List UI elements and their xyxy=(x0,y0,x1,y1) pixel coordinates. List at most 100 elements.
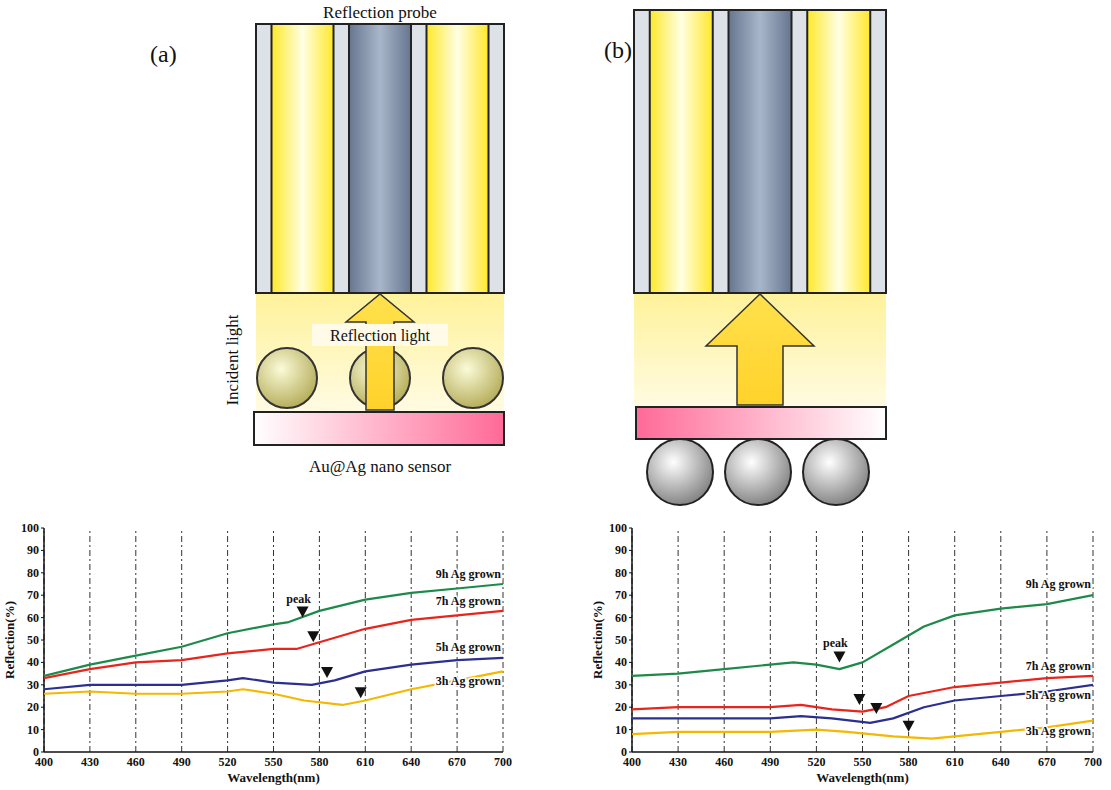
sensor-label: Au@Ag nano sensor xyxy=(309,457,452,476)
x-tick-label: 520 xyxy=(219,755,237,769)
probe-label: Reflection probe xyxy=(323,3,437,22)
probe-body xyxy=(634,10,886,293)
fiber-collection xyxy=(349,24,411,293)
chart: 4004304604905205505806106406707000102030… xyxy=(2,521,512,785)
x-tick-label: 610 xyxy=(356,755,374,769)
chart: 4004304604905205505806106406707000102030… xyxy=(590,521,1102,785)
reflection-arrow xyxy=(706,294,814,405)
grid-line xyxy=(319,528,320,752)
grid-line xyxy=(181,528,182,752)
fiber-collection xyxy=(729,10,792,293)
series-label: 3h Ag grown xyxy=(436,674,501,688)
x-tick-label: 430 xyxy=(669,755,687,769)
y-tick-label: 10 xyxy=(615,723,627,737)
incident-glow xyxy=(256,293,504,411)
peak-annotation: peak xyxy=(823,636,848,650)
x-axis xyxy=(632,751,1093,753)
grid-line xyxy=(135,528,136,752)
x-tick-label: 490 xyxy=(761,755,779,769)
peak-marker xyxy=(903,721,915,732)
y-tick-label: 90 xyxy=(27,543,39,557)
y-tick-label: 30 xyxy=(615,678,627,692)
y-tick-label: 60 xyxy=(615,611,627,625)
x-axis xyxy=(44,751,503,753)
plot-area xyxy=(44,584,503,705)
x-tick-label: 430 xyxy=(81,755,99,769)
y-tick-label: 100 xyxy=(21,521,39,535)
y-tick-label: 0 xyxy=(621,745,627,759)
x-tick-label: 670 xyxy=(448,755,466,769)
x-tick-label: 700 xyxy=(1084,755,1102,769)
plot-area xyxy=(632,595,1093,738)
fiber-illumination xyxy=(807,10,870,293)
grid-line xyxy=(89,528,90,752)
peak-marker xyxy=(833,651,845,662)
x-tick-label: 670 xyxy=(1038,755,1056,769)
y-tick-label: 10 xyxy=(27,723,39,737)
x-tick-label: 460 xyxy=(127,755,145,769)
peak-marker xyxy=(321,667,333,678)
label-patch xyxy=(312,324,448,346)
nanoparticle xyxy=(803,439,869,505)
y-tick-label: 40 xyxy=(27,655,39,669)
y-axis-title: Reflection(%) xyxy=(590,601,605,679)
y-axis-title: Reflection(%) xyxy=(2,601,17,679)
y-axis xyxy=(43,528,45,752)
series-label: 9h Ag grown xyxy=(436,567,501,581)
y-tick-label: 50 xyxy=(27,633,39,647)
y-tick-label: 50 xyxy=(615,633,627,647)
figure: (a)Reflection probeReflection lightIncid… xyxy=(0,0,1111,790)
x-tick-label: 700 xyxy=(494,755,512,769)
nanoparticle xyxy=(257,348,317,408)
fiber-illumination xyxy=(427,24,489,293)
x-tick-label: 460 xyxy=(715,755,733,769)
grid-line xyxy=(365,528,366,752)
peak-marker xyxy=(297,607,309,618)
y-tick-label: 20 xyxy=(27,700,39,714)
series-line xyxy=(44,611,503,678)
series-line xyxy=(632,721,1093,739)
panel-a: (a)Reflection probeReflection lightIncid… xyxy=(150,3,504,476)
peak-marker xyxy=(870,703,882,714)
grid-line xyxy=(1046,528,1047,752)
fiber-illumination xyxy=(272,24,334,293)
reflection-label: Reflection light xyxy=(330,327,431,345)
y-tick-label: 80 xyxy=(27,566,39,580)
series-line xyxy=(44,671,503,705)
peak-marker xyxy=(355,687,367,698)
probe-body xyxy=(256,24,504,293)
y-tick-label: 70 xyxy=(27,588,39,602)
x-tick-label: 520 xyxy=(807,755,825,769)
x-tick-label: 610 xyxy=(946,755,964,769)
incident-glow xyxy=(634,293,886,407)
grid-line xyxy=(227,528,228,752)
grid-line xyxy=(954,528,955,752)
peak-annotation: peak xyxy=(286,592,311,606)
grid-line xyxy=(503,528,504,752)
x-tick-label: 550 xyxy=(265,755,283,769)
peak-marker xyxy=(853,694,865,705)
grid-line xyxy=(1000,528,1001,752)
y-tick-label: 20 xyxy=(615,700,627,714)
x-tick-label: 640 xyxy=(992,755,1010,769)
x-tick-label: 490 xyxy=(173,755,191,769)
grid-line xyxy=(1093,528,1094,752)
y-tick-label: 70 xyxy=(615,588,627,602)
y-tick-label: 90 xyxy=(615,543,627,557)
grid-line xyxy=(44,528,45,752)
x-tick-label: 580 xyxy=(900,755,918,769)
nanoparticle xyxy=(647,439,713,505)
reflection-arrow xyxy=(346,294,414,410)
panel-letter: (a) xyxy=(150,41,177,67)
grid-line xyxy=(273,528,274,752)
x-axis-title: Wavelength(nm) xyxy=(816,770,908,785)
series-line xyxy=(632,595,1093,676)
y-tick-label: 30 xyxy=(27,678,39,692)
grid-line xyxy=(908,528,909,752)
panel-letter: (b) xyxy=(604,37,632,63)
series-label: 5h Ag grown xyxy=(436,640,501,654)
y-tick-label: 100 xyxy=(609,521,627,535)
sensor-substrate xyxy=(636,407,886,439)
series-label: 3h Ag grown xyxy=(1026,724,1091,738)
nanoparticle xyxy=(443,348,503,408)
